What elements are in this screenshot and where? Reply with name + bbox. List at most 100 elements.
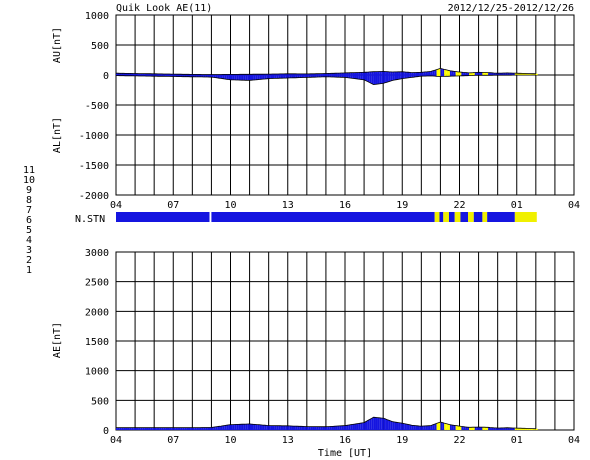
series-area-au	[404, 71, 407, 75]
series-area-ae	[369, 418, 372, 430]
series-area-ae	[472, 427, 475, 430]
series-area-ae	[478, 427, 481, 430]
series-area-al	[346, 75, 349, 78]
x-tick-label: 04	[110, 435, 122, 446]
series-area-ae	[199, 427, 202, 430]
series-area-ae	[159, 427, 162, 430]
series-area-al	[264, 75, 267, 79]
series-area-al	[274, 75, 277, 79]
series-area-al	[230, 75, 233, 80]
series-area-ae	[201, 427, 204, 430]
series-area-au	[436, 69, 439, 75]
series-area-au	[392, 71, 395, 75]
station-segment	[443, 212, 450, 222]
series-area-au	[509, 72, 512, 75]
y-tick-label: 500	[91, 396, 109, 407]
series-area-al	[341, 75, 344, 78]
y-tick-label: 2500	[85, 278, 109, 289]
series-area-al	[411, 75, 414, 78]
series-area-al	[407, 75, 410, 78]
series-area-ae	[228, 424, 231, 430]
series-area-ae	[421, 426, 424, 430]
series-area-au	[373, 71, 376, 75]
series-area-au	[459, 72, 462, 75]
series-area-ae	[161, 427, 164, 430]
series-area-al	[280, 75, 283, 79]
series-area-ae	[409, 424, 412, 430]
series-area-ae	[364, 421, 366, 430]
series-area-ae	[238, 424, 241, 430]
series-area-ae	[406, 424, 408, 430]
series-area-ae	[402, 423, 405, 430]
y-axis-label: AE[nT]	[52, 322, 63, 358]
series-area-ae	[119, 427, 122, 430]
series-area-ae	[438, 421, 441, 430]
series-area-au	[478, 72, 481, 75]
series-area-au	[354, 72, 357, 75]
series-area-au	[337, 73, 340, 75]
series-area-ae	[177, 427, 179, 430]
series-area-au	[385, 71, 387, 75]
series-area-al	[278, 75, 281, 79]
series-area-ae	[341, 425, 344, 430]
series-area-ae	[285, 425, 288, 430]
series-area-al	[219, 75, 221, 79]
series-area-al	[409, 75, 412, 78]
series-area-au	[432, 70, 435, 75]
series-area-ae	[240, 424, 242, 430]
x-tick-label: 01	[511, 200, 523, 211]
series-area-al	[339, 75, 342, 78]
series-area-ae	[425, 425, 428, 430]
series-area-al	[362, 75, 365, 80]
series-area-au	[381, 71, 384, 75]
legend-entry: 11	[23, 165, 35, 176]
series-area-al	[306, 75, 309, 78]
series-area-ae	[312, 426, 315, 430]
series-area-au	[453, 71, 456, 75]
y-tick-label: 1000	[85, 367, 109, 378]
y-tick-label: 500	[91, 41, 109, 52]
x-tick-label: 22	[453, 435, 465, 446]
y-tick-label: 2000	[85, 307, 109, 318]
chart-title: Quik Look AE(11)	[116, 3, 212, 14]
series-area-ae	[133, 427, 136, 430]
series-area-au	[421, 72, 424, 75]
series-area-ae	[148, 427, 151, 430]
series-area-ae	[512, 427, 515, 430]
series-area-au	[398, 71, 401, 75]
series-area-au	[411, 72, 414, 75]
series-area-ae	[171, 427, 174, 430]
series-area-ae	[423, 425, 426, 430]
series-area-ae	[448, 424, 450, 430]
x-tick-label: 22	[453, 200, 465, 211]
series-area-al	[316, 75, 319, 78]
series-area-au	[514, 73, 517, 75]
legend-entry: 5	[26, 225, 32, 236]
series-area-ae	[259, 424, 262, 430]
series-area-ae	[165, 427, 168, 430]
series-area-au	[343, 72, 345, 75]
series-area-ae	[398, 422, 401, 430]
series-area-ae	[123, 427, 126, 430]
series-area-au	[451, 71, 454, 75]
series-area-ae	[467, 427, 470, 430]
series-area-ae	[167, 427, 170, 430]
series-area-au	[390, 71, 393, 75]
series-area-au	[430, 70, 433, 75]
station-segment	[209, 212, 212, 222]
series-area-au	[457, 71, 460, 75]
series-area-ae	[484, 427, 487, 430]
series-area-al	[360, 75, 363, 80]
series-area-ae	[339, 425, 342, 430]
series-area-al	[198, 75, 200, 77]
series-area-al	[381, 75, 384, 84]
series-area-al	[268, 75, 271, 79]
series-area-al	[270, 75, 273, 79]
x-tick-label: 13	[282, 435, 294, 446]
series-area-au	[463, 72, 466, 75]
series-area-al	[320, 75, 323, 77]
series-area-ae	[125, 427, 128, 430]
series-area-au	[440, 68, 443, 75]
series-area-al	[352, 75, 355, 79]
series-area-al	[261, 75, 263, 80]
